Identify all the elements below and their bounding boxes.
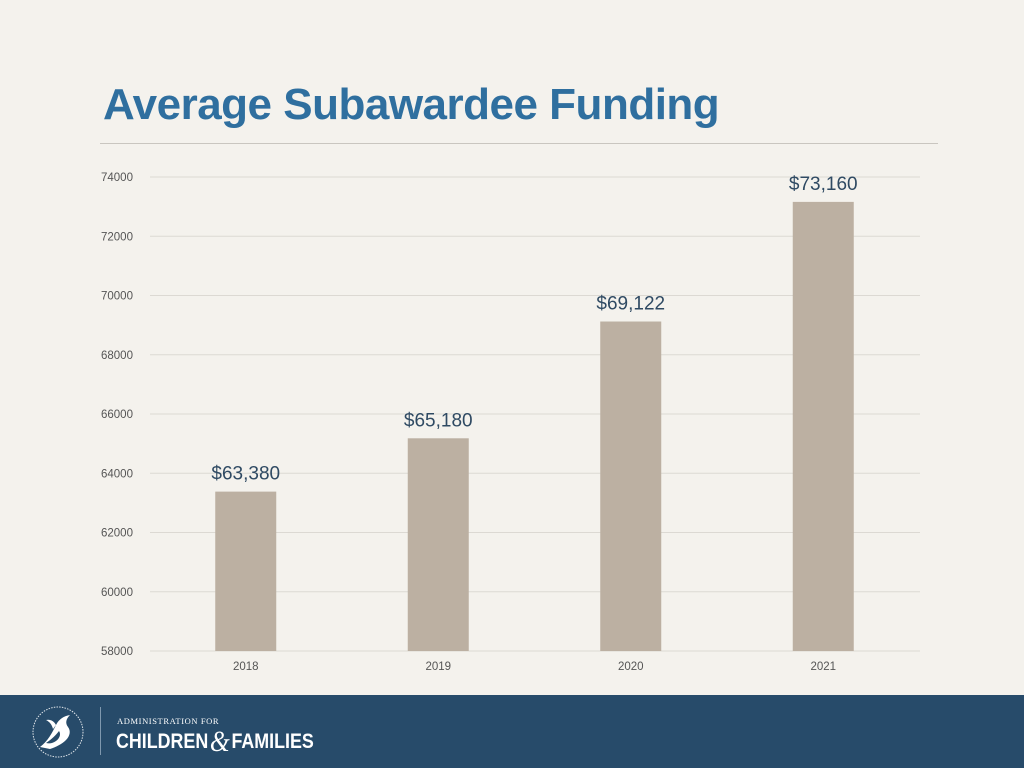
bar <box>792 201 854 651</box>
x-tick-label: 2020 <box>618 661 644 673</box>
y-tick-label: 66000 <box>101 409 133 421</box>
org-name-part2: FAMILIES <box>231 730 314 753</box>
org-ampersand: & <box>209 725 230 758</box>
y-tick-label: 74000 <box>101 172 133 184</box>
y-tick-label: 64000 <box>101 468 133 480</box>
data-label: $69,122 <box>596 294 665 315</box>
footer-divider <box>100 707 101 755</box>
org-name-part1: CHILDREN <box>116 730 209 753</box>
hhs-eagle-seal-icon <box>32 706 84 758</box>
y-tick-label: 58000 <box>101 646 133 658</box>
y-tick-label: 60000 <box>101 587 133 599</box>
y-tick-label: 62000 <box>101 528 133 540</box>
x-tick-label: 2019 <box>425 661 451 673</box>
bar <box>215 491 277 651</box>
data-label: $63,380 <box>211 464 280 485</box>
y-tick-label: 68000 <box>101 350 133 362</box>
slide-title: Average Subawardee Funding <box>103 80 720 129</box>
data-label: $73,160 <box>789 174 858 195</box>
org-prefix: ADMINISTRATION FOR <box>117 716 220 726</box>
bar <box>407 438 469 651</box>
bar <box>600 321 662 651</box>
org-name: CHILDREN&FAMILIES <box>116 724 314 757</box>
title-divider <box>100 143 938 144</box>
bar-chart: 58000 60000 62000 64000 66000 68000 70000 72000… <box>101 172 920 673</box>
x-tick-label: 2018 <box>233 661 259 673</box>
x-tick-label: 2021 <box>810 661 836 673</box>
y-tick-label: 72000 <box>101 231 133 243</box>
footer-banner: ADMINISTRATION FOR CHILDREN&FAMILIES <box>0 695 1024 768</box>
data-label: $65,180 <box>404 410 473 431</box>
y-tick-label: 70000 <box>101 291 133 303</box>
